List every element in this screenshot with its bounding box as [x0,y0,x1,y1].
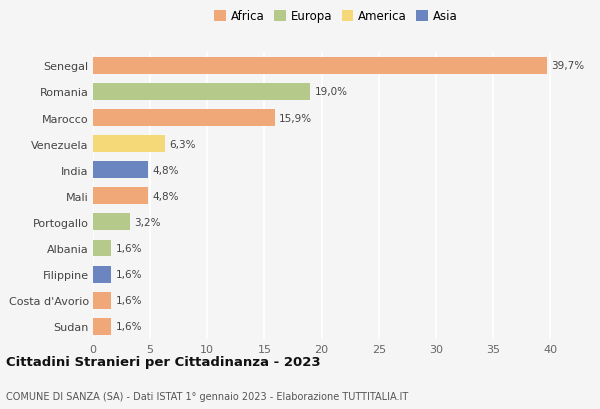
Text: 6,3%: 6,3% [170,139,196,149]
Bar [93,58,547,74]
Bar [93,84,310,101]
Text: 3,2%: 3,2% [134,217,161,227]
Legend: Africa, Europa, America, Asia: Africa, Europa, America, Asia [212,8,460,26]
Text: 1,6%: 1,6% [116,321,142,331]
Text: 15,9%: 15,9% [279,113,313,123]
Text: 1,6%: 1,6% [116,270,142,279]
Text: 39,7%: 39,7% [551,61,584,71]
Bar [93,266,111,283]
Bar [93,292,111,309]
Text: 4,8%: 4,8% [152,165,179,175]
Text: 19,0%: 19,0% [315,87,348,97]
Bar [93,162,148,179]
Bar [93,136,165,153]
Text: 4,8%: 4,8% [152,191,179,201]
Text: 1,6%: 1,6% [116,243,142,253]
Text: Cittadini Stranieri per Cittadinanza - 2023: Cittadini Stranieri per Cittadinanza - 2… [6,355,320,368]
Bar [93,214,130,231]
Bar [93,318,111,335]
Bar [93,240,111,257]
Bar [93,188,148,205]
Bar [93,110,275,127]
Text: 1,6%: 1,6% [116,295,142,306]
Text: COMUNE DI SANZA (SA) - Dati ISTAT 1° gennaio 2023 - Elaborazione TUTTITALIA.IT: COMUNE DI SANZA (SA) - Dati ISTAT 1° gen… [6,391,408,401]
